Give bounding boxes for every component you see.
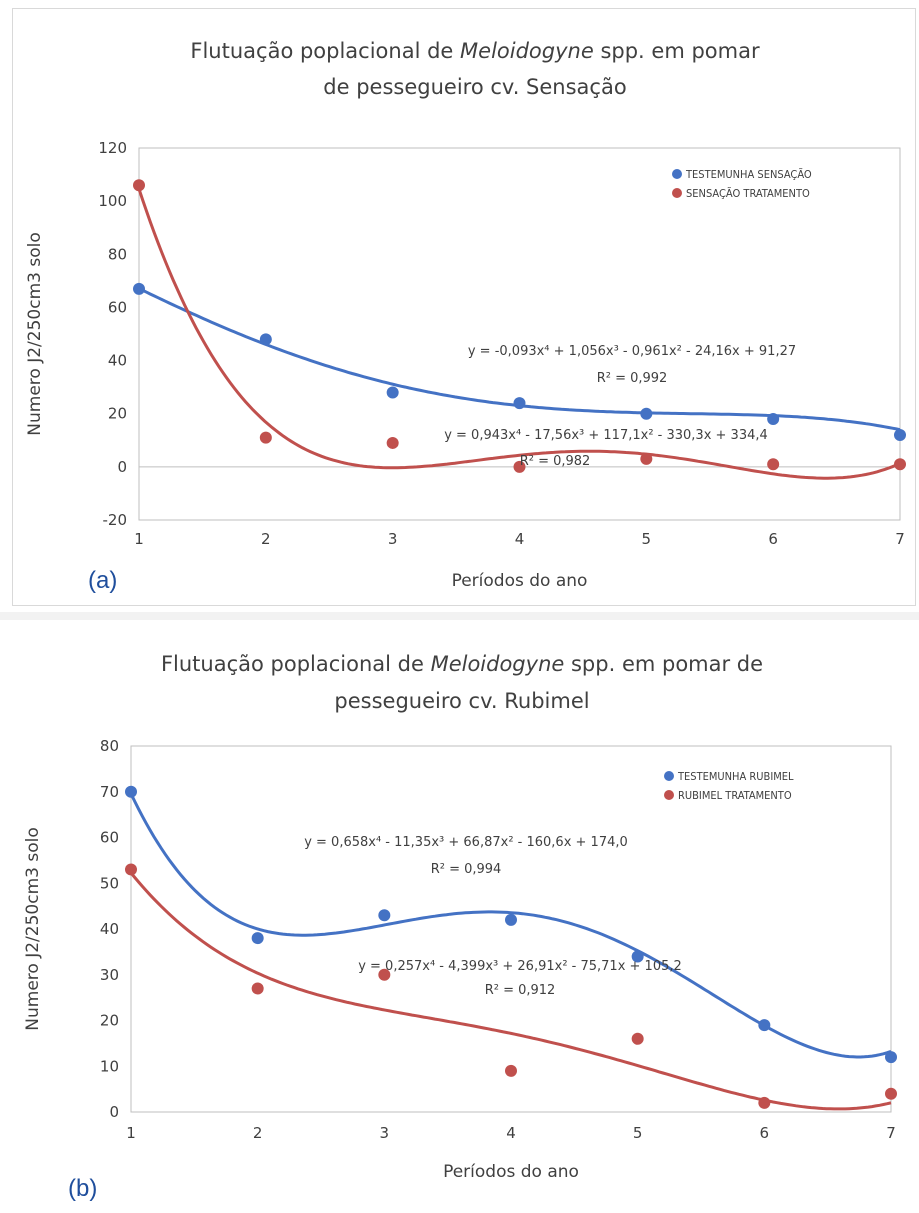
chart-a-series-2-point (513, 460, 526, 473)
chart-a-series-1-point (640, 407, 653, 420)
chart-b-series-1-point (631, 950, 644, 963)
chart-b-series-2-point (885, 1087, 897, 1100)
chart-a-ytick-label: 120 (98, 139, 127, 157)
chart-a-title-line1: Flutuação poplacional de Meloidogyne spp… (190, 39, 760, 63)
chart-b-series-2-point (378, 968, 391, 981)
chart-a-xtick-label: 7 (895, 530, 905, 548)
chart-a-xtick-label: 6 (768, 530, 778, 548)
chart-b-ytick-label: 50 (100, 874, 119, 892)
chart-a-series-1-point (259, 333, 272, 346)
chart-b-xtick-label: 1 (126, 1124, 136, 1142)
chart-a-plot-border (138, 147, 901, 521)
chart-a-legend-label-2: SENSAÇÃO TRATAMENTO (686, 187, 810, 200)
chart-b-legend-label-2: RUBIMEL TRATAMENTO (678, 789, 792, 802)
chart-frame-a (12, 8, 916, 606)
panel-separator (0, 612, 919, 620)
chart-a-ytick-label: -20 (103, 511, 128, 529)
chart-b-series-1-point (885, 1051, 897, 1064)
chart-b-ytick-label: 80 (100, 737, 119, 755)
chart-a-series-2-point (767, 458, 780, 471)
chart-a-xtick-label: 4 (515, 530, 525, 548)
chart-b-legend-marker-2 (664, 790, 674, 800)
chart-a-ytick-label: 20 (108, 405, 127, 423)
chart-a-ytick-label: 80 (108, 245, 127, 263)
chart-b-xlabel: Períodos do ano (443, 1162, 579, 1182)
chart-a-ytick-label: 100 (98, 192, 127, 210)
chart-a-ytick-label: 40 (108, 352, 127, 370)
chart-a-series-1-point (513, 397, 526, 410)
chart-a-series-2-point (640, 452, 653, 465)
chart-a-xlabel: Períodos do ano (452, 571, 588, 591)
chart-b-plot: 0 10 20 30 40 50 60 70 80 1 2 3 4 5 6 7 Períodos do ano N… (23, 737, 897, 1182)
chart-b-series-1-point (125, 785, 137, 798)
chart-b-xtick-label: 3 (380, 1124, 390, 1142)
chart-a-series-1-point (894, 428, 906, 441)
chart-b-ytick-label: 40 (100, 920, 119, 938)
chart-b-title-line2: pessegueiro cv. Rubimel (334, 689, 589, 713)
chart-a-ytick-label: 0 (117, 458, 127, 476)
chart-b-series-2-point (631, 1032, 644, 1045)
chart-b-xtick-label: 6 (760, 1124, 770, 1142)
chart-b-svg: Flutuação poplacional de Meloidogyne spp… (23, 652, 897, 1202)
chart-b-series-1-point (505, 913, 517, 926)
chart-b-equation-2: y = 0,257x⁴ - 4,399x³ + 26,91x² - 75,71x… (358, 959, 682, 974)
chart-panel-b: Flutuação poplacional de Meloidogyne spp… (0, 620, 919, 1213)
chart-b-r2-1: R² = 0,994 (431, 862, 502, 877)
chart-a-series-1-point (133, 282, 145, 295)
chart-b-ylabel: Numero J2/250cm3 solo (23, 827, 43, 1030)
chart-b-ytick-label: 70 (100, 783, 119, 801)
chart-a-series-2-point (386, 436, 399, 449)
chart-b-xtick-label: 2 (253, 1124, 263, 1142)
chart-b-ytick-label: 10 (100, 1057, 119, 1075)
chart-a-series-1-point (386, 386, 399, 399)
chart-a-plot: -20 0 20 40 60 80 100 120 1 2 3 4 5 6 7 Períodos do ano… (25, 139, 906, 591)
chart-a-title-line2: de pessegueiro cv. Sensação (323, 75, 626, 99)
chart-a-series-1-point (767, 413, 780, 426)
panel-a-label: (a) (88, 567, 117, 594)
chart-b-xtick-label: 5 (633, 1124, 643, 1142)
chart-b-series-2-point (505, 1064, 517, 1077)
chart-a-legend-label-1: TESTEMUNHA SENSAÇÃO (685, 168, 812, 181)
chart-b-ytick-label: 20 (100, 1012, 119, 1030)
chart-a-ylabel: Numero J2/250cm3 solo (25, 232, 45, 435)
chart-a-equation-2: y = 0,943x⁴ - 17,56x³ + 117,1x² - 330,3x… (444, 428, 768, 443)
chart-a-legend-marker-2 (672, 188, 682, 198)
chart-panel-a: Flutuação poplacional de Meloidogyne spp… (12, 8, 916, 606)
panel-b-label: (b) (68, 1175, 97, 1202)
chart-b-r2-2: R² = 0,912 (485, 983, 556, 998)
chart-a-xtick-label: 2 (261, 530, 271, 548)
chart-b-ytick-label: 30 (100, 966, 119, 984)
chart-b-series-1-point (251, 932, 264, 945)
chart-a-legend-marker-1 (672, 169, 682, 179)
chart-a-ytick-label: 60 (108, 298, 127, 316)
chart-b-xtick-label: 4 (506, 1124, 516, 1142)
chart-a-series-2-point (894, 458, 906, 471)
chart-a-r2-2: R² = 0,982 (520, 454, 591, 469)
chart-b-series-1-point (758, 1019, 771, 1032)
chart-a-trendline-2 (137, 188, 901, 480)
chart-b-legend-label-1: TESTEMUNHA RUBIMEL (677, 770, 794, 783)
chart-a-equation-1: y = -0,093x⁴ + 1,056x³ - 0,961x² - 24,16… (468, 344, 796, 359)
chart-b-title-line1: Flutuação poplacional de Meloidogyne spp… (161, 652, 763, 676)
chart-b-ytick-label: 0 (109, 1103, 119, 1121)
chart-b-equation-1: y = 0,658x⁴ - 11,35x³ + 66,87x² - 160,6x… (304, 835, 628, 850)
chart-a-svg: Flutuação poplacional de Meloidogyne spp… (25, 39, 906, 594)
chart-a-xtick-label: 3 (388, 530, 398, 548)
chart-a-xtick-label: 1 (134, 530, 144, 548)
chart-b-plot-border (130, 745, 892, 1113)
chart-a-series-2-point (133, 179, 145, 192)
chart-b-series-1-point (378, 909, 391, 922)
chart-a-series-2-point (259, 431, 272, 444)
chart-b-series-2-point (125, 863, 137, 876)
chart-b-series-2-point (758, 1096, 771, 1109)
chart-b-ytick-label: 60 (100, 829, 119, 847)
chart-a-r2-1: R² = 0,992 (597, 371, 668, 386)
chart-b-series-2-point (251, 982, 264, 995)
chart-b-xtick-label: 7 (886, 1124, 896, 1142)
chart-a-xtick-label: 5 (642, 530, 652, 548)
chart-b-legend-marker-1 (664, 771, 674, 781)
